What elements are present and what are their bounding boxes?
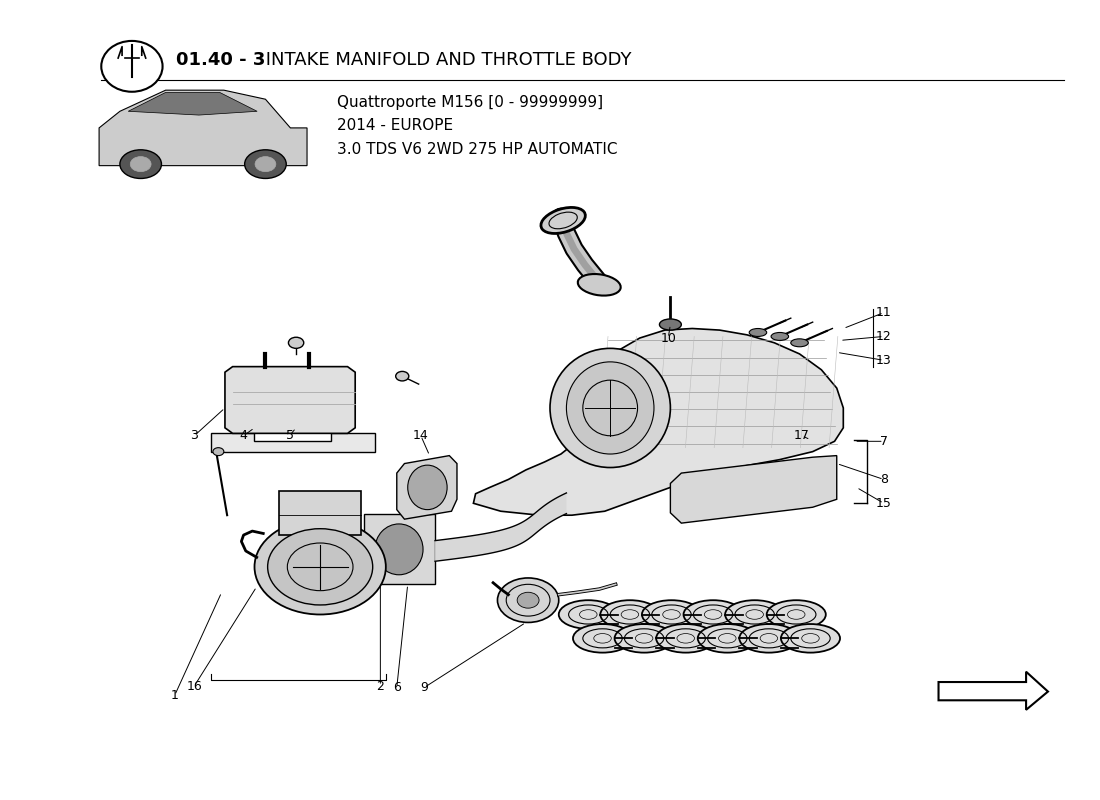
Text: 7: 7	[880, 435, 888, 448]
Text: 8: 8	[880, 473, 888, 486]
Ellipse shape	[781, 624, 840, 653]
Text: 1: 1	[170, 689, 178, 702]
Ellipse shape	[550, 348, 670, 467]
Polygon shape	[99, 90, 307, 166]
Ellipse shape	[642, 600, 701, 629]
Ellipse shape	[396, 371, 409, 381]
Polygon shape	[436, 493, 566, 562]
Polygon shape	[670, 456, 837, 523]
Text: 6: 6	[393, 681, 400, 694]
Text: 3: 3	[190, 430, 198, 442]
Ellipse shape	[566, 362, 654, 454]
Polygon shape	[129, 93, 257, 115]
Ellipse shape	[615, 624, 673, 653]
Ellipse shape	[255, 157, 276, 172]
Polygon shape	[473, 329, 844, 515]
Text: Quattroporte M156 [0 - 99999999]: Quattroporte M156 [0 - 99999999]	[337, 94, 603, 110]
Ellipse shape	[130, 157, 151, 172]
Ellipse shape	[120, 150, 162, 178]
Text: 14: 14	[412, 430, 429, 442]
Polygon shape	[224, 366, 355, 434]
Text: 11: 11	[876, 306, 892, 319]
Ellipse shape	[601, 600, 659, 629]
Ellipse shape	[101, 41, 163, 92]
Text: 15: 15	[876, 497, 892, 510]
Ellipse shape	[739, 624, 799, 653]
Ellipse shape	[749, 329, 767, 337]
Polygon shape	[938, 672, 1048, 710]
Ellipse shape	[771, 333, 789, 341]
Text: 2: 2	[376, 679, 384, 693]
Ellipse shape	[791, 339, 808, 346]
Polygon shape	[211, 434, 375, 452]
Ellipse shape	[657, 624, 715, 653]
Ellipse shape	[683, 600, 743, 629]
Text: 9: 9	[420, 681, 428, 694]
Text: 5: 5	[286, 430, 294, 442]
Ellipse shape	[288, 338, 304, 348]
Ellipse shape	[767, 600, 826, 629]
Text: INTAKE MANIFOLD AND THROTTLE BODY: INTAKE MANIFOLD AND THROTTLE BODY	[260, 51, 631, 69]
Bar	[278, 491, 361, 535]
Ellipse shape	[517, 592, 539, 608]
Ellipse shape	[573, 624, 632, 653]
Ellipse shape	[559, 600, 618, 629]
Ellipse shape	[659, 319, 681, 330]
Ellipse shape	[725, 600, 784, 629]
Text: 01.40 - 3: 01.40 - 3	[176, 51, 265, 69]
Text: 12: 12	[876, 330, 892, 343]
Polygon shape	[397, 456, 456, 519]
Text: 2014 - EUROPE: 2014 - EUROPE	[337, 118, 453, 134]
Bar	[364, 514, 436, 584]
Text: 17: 17	[794, 430, 810, 442]
Ellipse shape	[497, 578, 559, 622]
Ellipse shape	[254, 519, 386, 614]
Ellipse shape	[375, 524, 424, 574]
Text: 3.0 TDS V6 2WD 275 HP AUTOMATIC: 3.0 TDS V6 2WD 275 HP AUTOMATIC	[337, 142, 617, 158]
Ellipse shape	[578, 274, 620, 295]
Ellipse shape	[541, 207, 585, 234]
Ellipse shape	[697, 624, 757, 653]
Text: 16: 16	[186, 679, 202, 693]
Text: 13: 13	[876, 354, 892, 366]
Ellipse shape	[244, 150, 286, 178]
Ellipse shape	[267, 529, 373, 605]
Ellipse shape	[213, 448, 224, 456]
Text: 4: 4	[240, 430, 248, 442]
Text: 10: 10	[660, 331, 676, 345]
Ellipse shape	[408, 465, 447, 510]
